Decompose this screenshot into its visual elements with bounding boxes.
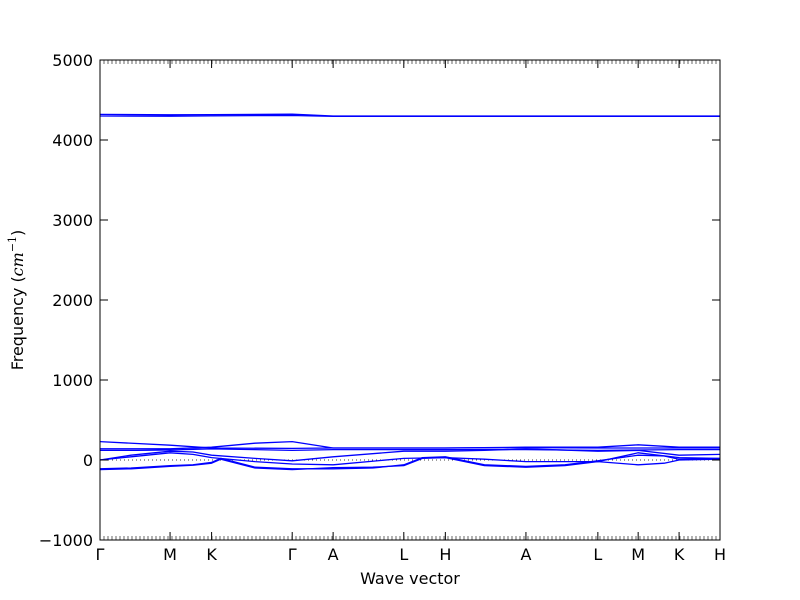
y-axis-label-prefix: Frequency (: [8, 276, 27, 370]
x-tick-label-9: L: [593, 545, 602, 564]
band-line-4: [100, 440, 720, 450]
x-tick-label-1: Γ: [96, 545, 105, 564]
x-tick-label-8: A: [520, 545, 531, 564]
x-tick-label-5: A: [328, 545, 339, 564]
x-tick-label-7: H: [439, 545, 451, 564]
x-tick-label-10: M: [631, 545, 645, 564]
y-tick-label-4: 2000: [52, 291, 93, 310]
y-tick-label-1: −1000: [39, 531, 93, 550]
y-tick-label-3: 1000: [52, 371, 93, 390]
y-axis-label-unit: cm: [8, 252, 27, 276]
x-tick-label-3: K: [206, 545, 217, 564]
x-tick-label-12: H: [714, 545, 726, 564]
x-tick-label-11: K: [674, 545, 685, 564]
x-tick-label-4: Γ: [288, 545, 297, 564]
x-axis-label: Wave vector: [360, 569, 460, 588]
tick-label-layer: Γ M K Γ A L H A L M K H −1000 0 1000 2000 3000 4000 5000: [39, 51, 726, 564]
y-tick-label-6: 4000: [52, 131, 93, 150]
y-axis-label-suffix: ): [8, 230, 27, 236]
y-tick-label-7: 5000: [52, 51, 93, 70]
y-tick-label-2: 0: [83, 451, 93, 470]
y-axis-label-exponent: −1: [6, 236, 19, 252]
x-tick-label-2: M: [163, 545, 177, 564]
tick-layer: [99, 59, 721, 541]
band-line-7: [99, 452, 721, 466]
band-line-2: [99, 114, 720, 118]
band-line-6: [99, 448, 721, 462]
y-axis-label: Frequency (cm−1): [6, 230, 27, 371]
x-tick-label-6: L: [399, 545, 408, 564]
y-tick-label-5: 3000: [52, 211, 93, 230]
band-line-9: [99, 456, 721, 471]
series-layer: [99, 113, 721, 471]
